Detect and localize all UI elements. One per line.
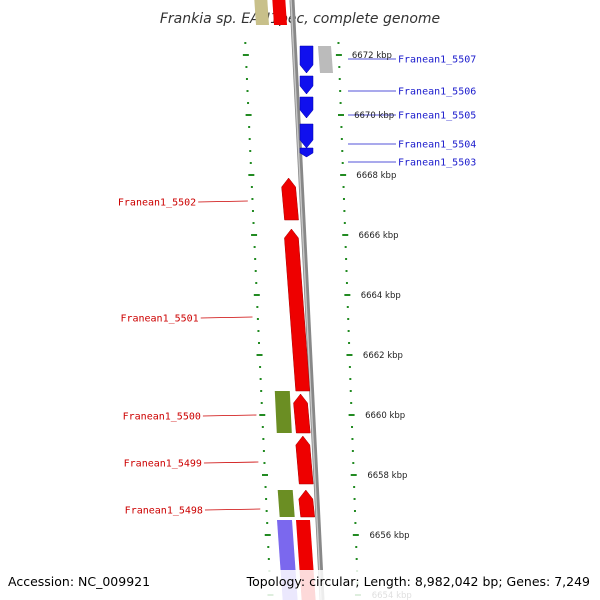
gene-arrow-franean1_5507[interactable]	[299, 45, 314, 74]
gene-labels: Franean1_5507 Franean1_5506 Franean1_5505 F…	[118, 55, 476, 517]
scale-label: 6672 kbp	[352, 51, 392, 61]
gene-label-franean1_5498[interactable]: Franean1_5498	[125, 506, 203, 517]
leader-line	[203, 461, 259, 464]
gene-arrow-franean1_5501[interactable]	[284, 228, 311, 392]
scale-label: 6668 kbp	[356, 171, 396, 181]
tick-marks	[242, 42, 361, 596]
leader-line	[198, 200, 248, 203]
gene-arrow-franean1_5505[interactable]	[299, 96, 314, 119]
scale-labels: 6672 kbp 6670 kbp 6668 kbp 6666 kbp 6664 kbp…	[352, 51, 412, 600]
scale-label: 6662 kbp	[363, 351, 403, 361]
gene-arrow-franean1_5502[interactable]	[281, 177, 299, 221]
feature-grey[interactable]	[318, 46, 333, 73]
gene-label-franean1_5505[interactable]: Franean1_5505	[398, 111, 476, 122]
topology-text: Topology: circular; Length: 8,982,042 bp…	[246, 574, 590, 589]
gene-label-franean1_5503[interactable]: Franean1_5503	[398, 158, 476, 169]
feature-olive[interactable]	[274, 391, 292, 433]
leader-line	[200, 316, 253, 319]
scale-label: 6660 kbp	[365, 411, 405, 421]
genome-title: Frankia sp. EAN1pec, complete genome	[160, 11, 440, 27]
footer-background	[0, 570, 600, 600]
scale-label: 6656 kbp	[370, 531, 410, 541]
accession-text: Accession: NC_009921	[8, 574, 150, 589]
backbone-line	[289, 0, 325, 600]
gene-arrow-franean1_5504[interactable]	[299, 123, 314, 149]
feature-tan[interactable]	[254, 0, 269, 25]
genome-backbone	[289, 0, 325, 600]
gene-label-franean1_5501[interactable]: Franean1_5501	[120, 314, 198, 325]
gene-label-leaders	[198, 58, 396, 511]
scale-label: 6658 kbp	[367, 471, 407, 481]
gene-arrow-franean1_5506[interactable]	[299, 75, 314, 95]
gene-arrow-franean1_5499[interactable]	[295, 435, 314, 485]
gene-label-franean1_5506[interactable]: Franean1_5506	[398, 87, 476, 98]
gene-label-franean1_5500[interactable]: Franean1_5500	[123, 412, 201, 423]
scale-label: 6670 kbp	[354, 111, 394, 121]
backbone-highlight	[290, 0, 322, 600]
feature-olive[interactable]	[277, 490, 295, 517]
leader-line	[202, 414, 257, 417]
feature-red_top[interactable]	[272, 0, 287, 25]
gene-label-franean1_5507[interactable]: Franean1_5507	[398, 55, 476, 66]
gene-features	[281, 45, 315, 518]
scale-label: 6666 kbp	[359, 231, 399, 241]
leader-line	[204, 508, 261, 511]
scale-label: 6664 kbp	[361, 291, 401, 301]
gene-label-franean1_5504[interactable]: Franean1_5504	[398, 140, 476, 151]
gene-label-franean1_5499[interactable]: Franean1_5499	[124, 459, 202, 470]
gene-arrow-franean1_5500[interactable]	[293, 393, 311, 434]
gene-arrow-franean1_5503[interactable]	[299, 147, 314, 158]
gene-label-franean1_5502[interactable]: Franean1_5502	[118, 198, 196, 209]
gene-arrow-franean1_5498[interactable]	[298, 489, 315, 518]
